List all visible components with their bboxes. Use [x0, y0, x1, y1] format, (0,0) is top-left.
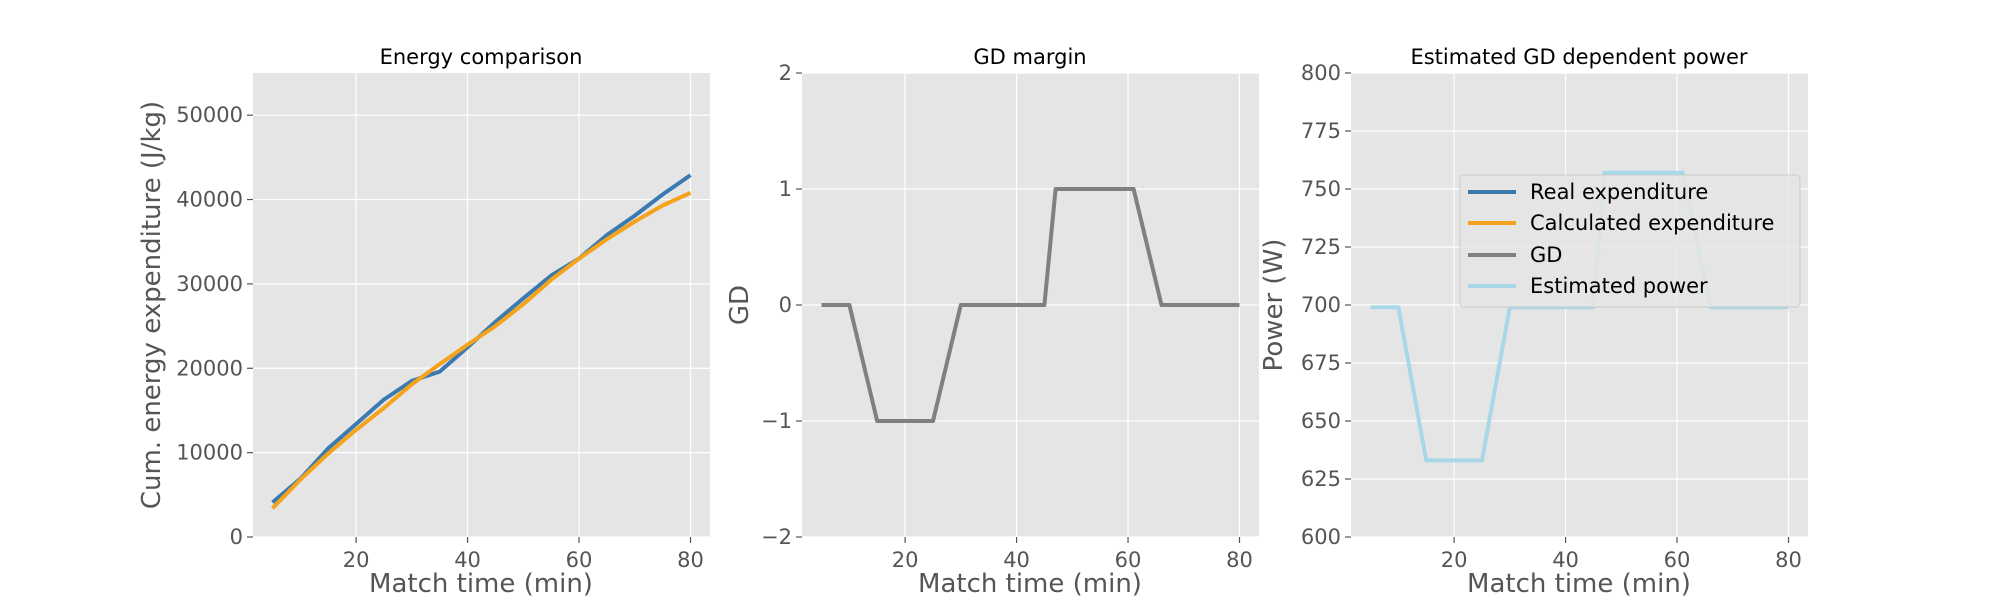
legend-label: Real expenditure: [1530, 180, 1708, 204]
y-tick-label: 0: [230, 525, 243, 549]
y-tick-label: 2: [779, 61, 792, 85]
x-tick-label: 20: [892, 548, 919, 572]
legend-label: Calculated expenditure: [1530, 211, 1774, 235]
panel-estimated-power: 20 40 60 80 600 625 650 675 700 725 750 775 800 Esti…: [1259, 45, 1808, 599]
x-tick-label: 80: [677, 548, 704, 572]
x-tick-label: 40: [1552, 548, 1579, 572]
y-axis-label: Power (W): [1259, 239, 1289, 372]
y-tick-label: 0: [779, 293, 792, 317]
legend-entry-gd: GD: [1468, 243, 1562, 267]
y-tick-label: 625: [1301, 467, 1341, 491]
legend-label: Estimated power: [1530, 274, 1708, 298]
x-tick-label: 20: [1441, 548, 1468, 572]
y-tick-label: 675: [1301, 351, 1341, 375]
chart-title: Energy comparison: [380, 45, 583, 69]
series-layer: [271, 173, 692, 510]
plot-area: [253, 73, 710, 537]
series-line-calculated-expenditure: [271, 190, 692, 510]
x-tick-label: 80: [1775, 548, 1802, 572]
x-axis-label: Match time (min): [369, 569, 593, 599]
series-layer: [821, 187, 1240, 423]
x-tick-label: 60: [1664, 548, 1691, 572]
legend-entry-estimated-power: Estimated power: [1468, 274, 1708, 298]
y-tick-label: 30000: [176, 272, 243, 296]
y-tick-label: 40000: [176, 188, 243, 212]
chart-title: GD margin: [973, 45, 1086, 69]
legend-entry-real-expenditure: Real expenditure: [1468, 180, 1708, 204]
chart-title: Estimated GD dependent power: [1410, 45, 1747, 69]
y-tick-label: 1: [779, 177, 792, 201]
y-tick-label: −1: [761, 409, 792, 433]
y-tick-label: 725: [1301, 235, 1341, 259]
ticks: 20 40 60 80 −2 −1 0 1 2: [761, 61, 1253, 572]
x-tick-label: 40: [454, 548, 481, 572]
y-tick-label: −2: [761, 525, 792, 549]
y-tick-label: 750: [1301, 177, 1341, 201]
x-tick-label: 80: [1226, 548, 1253, 572]
legend-label: GD: [1530, 243, 1562, 267]
legend-entry-calculated-expenditure: Calculated expenditure: [1468, 211, 1774, 235]
legend: Real expenditure Calculated expenditure …: [1459, 174, 1801, 308]
y-tick-label: 700: [1301, 293, 1341, 317]
x-tick-label: 60: [1115, 548, 1142, 572]
y-tick-label: 20000: [176, 356, 243, 380]
y-tick-label: 800: [1301, 61, 1341, 85]
y-axis-label: GD: [725, 285, 755, 325]
y-tick-label: 650: [1301, 409, 1341, 433]
y-tick-label: 775: [1301, 119, 1341, 143]
x-tick-label: 20: [343, 548, 370, 572]
ticks: 20 40 60 80 0 10000 20000 30000 40000 50000: [176, 103, 704, 572]
x-axis-label: Match time (min): [918, 569, 1142, 599]
ticks: 20 40 60 80 600 625 650 675 700 725 750 775 800: [1301, 61, 1802, 572]
x-axis-label: Match time (min): [1467, 569, 1691, 599]
panel-gd-margin: 20 40 60 80 −2 −1 0 1 2 GD margin Match time (mi…: [725, 45, 1259, 599]
y-tick-label: 50000: [176, 103, 243, 127]
x-tick-label: 40: [1003, 548, 1030, 572]
series-line-gd: [821, 187, 1240, 423]
y-axis-label: Cum. energy expenditure (J/kg): [137, 101, 167, 509]
y-tick-label: 10000: [176, 441, 243, 465]
y-tick-label: 600: [1301, 525, 1341, 549]
panel-energy-comparison: 20 40 60 80 0 10000 20000 30000 40000 50000 Energ…: [137, 45, 710, 599]
legend-box: [1459, 174, 1801, 308]
x-tick-label: 60: [566, 548, 593, 572]
